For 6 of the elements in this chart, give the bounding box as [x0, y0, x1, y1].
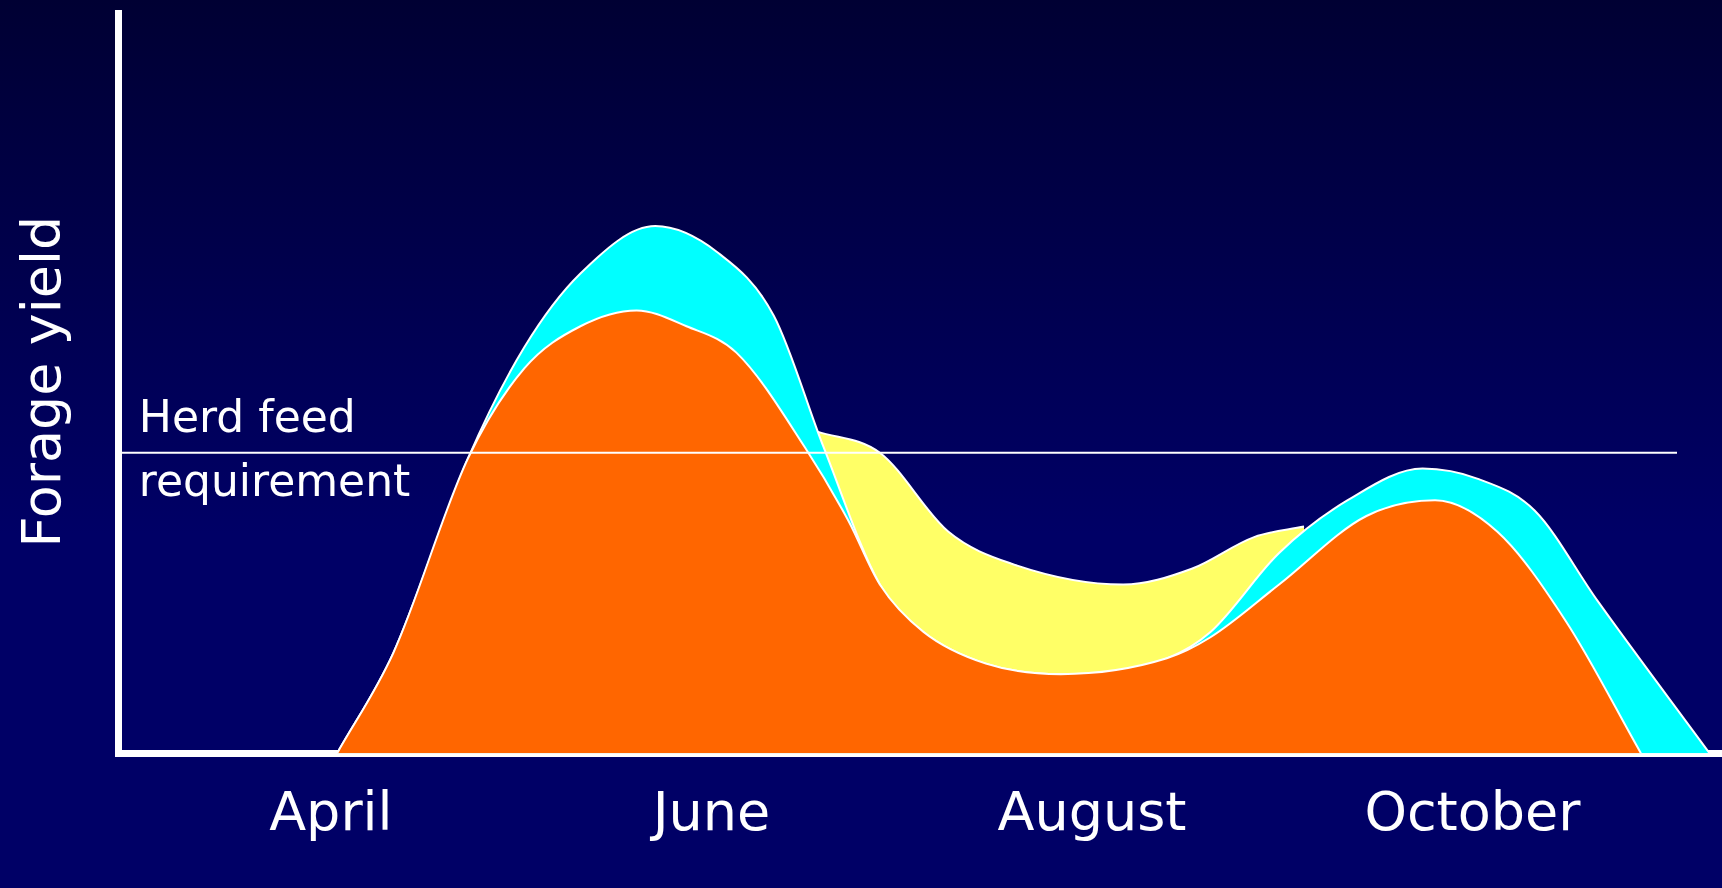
x-tick-label: April: [269, 779, 393, 843]
x-tick-label: August: [997, 779, 1187, 843]
y-axis-title: Forage yield: [10, 215, 74, 548]
x-tick-label: June: [649, 779, 771, 843]
x-tick-label: October: [1364, 779, 1582, 843]
ref-line-label: Herd feed requirement: [138, 391, 411, 507]
